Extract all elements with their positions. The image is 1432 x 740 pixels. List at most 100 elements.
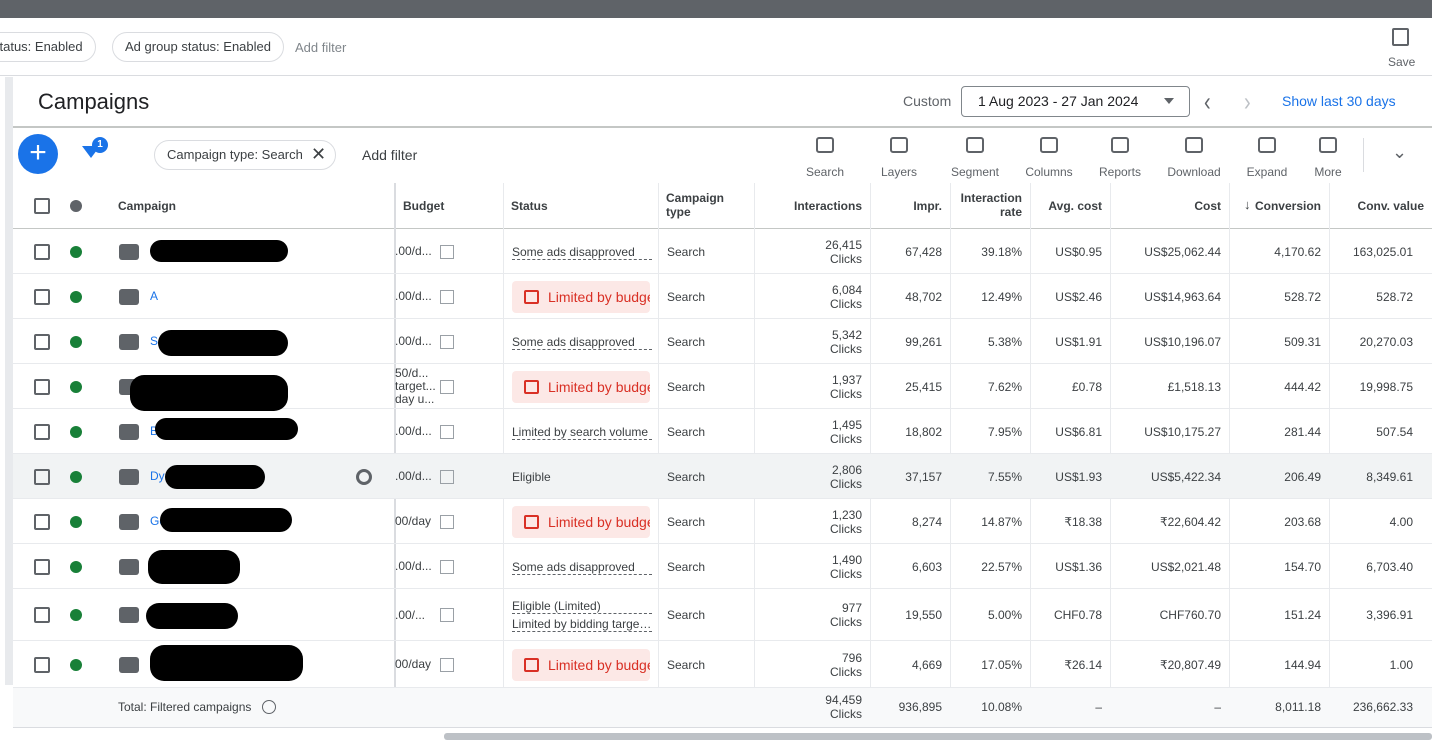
status-badge[interactable]: Limited by budget [512,505,650,538]
checkbox[interactable] [34,288,50,305]
toolbar-button[interactable]: Download [1167,165,1221,179]
checkbox[interactable] [34,656,50,673]
conv-value: 1.00 [1389,657,1413,672]
toolbar-icon[interactable] [1319,137,1337,153]
checkbox[interactable] [34,558,50,575]
toolbar-icon[interactable] [1040,137,1058,153]
type-chip[interactable]: Campaign type: Search [154,140,336,170]
avg-cost: ₹18.38 [1064,514,1102,529]
budget: .00/d... [395,560,432,573]
interactions: 26,415 [825,237,862,252]
campaign-type: Search [667,424,706,439]
status-text[interactable]: Some ads disapproved [512,560,652,575]
toolbar-button[interactable]: Layers [880,165,918,179]
table-row[interactable] [13,274,1432,319]
status-text[interactable]: Eligible (Limited) [512,599,652,614]
status-text[interactable]: Limited by search volume [512,425,652,440]
checkbox[interactable] [34,198,50,214]
dropdown-arrow[interactable] [1164,98,1174,104]
status-badge[interactable]: Limited by budget [512,648,650,681]
column-header[interactable]: Status [511,199,548,213]
chip-close[interactable]: ✕ [311,144,327,164]
column-header[interactable]: Avg. cost [1048,199,1102,213]
checkbox[interactable] [34,243,50,260]
toolbar-icon[interactable] [890,137,908,153]
checkbox[interactable] [34,423,50,440]
filter-chip[interactable]: status: Enabled [0,32,96,62]
checkbox[interactable] [34,468,50,485]
interactions-unit: Clicks [830,296,862,311]
budget: .00/d... [395,470,432,483]
column-header[interactable]: Campaign type [666,191,725,219]
search-icon [119,333,139,350]
total-row [13,688,1432,728]
table-row[interactable] [13,641,1432,688]
rate: 14.87% [981,514,1022,529]
toolbar-icon[interactable] [1258,137,1276,153]
toolbar-button[interactable]: Search [805,165,845,179]
status-text[interactable]: Limited by budget [548,656,650,673]
save-icon[interactable] [1392,28,1409,46]
status-dot [70,470,82,483]
checkbox[interactable] [34,607,50,623]
impr: 19,550 [905,608,942,622]
column-header[interactable]: Interaction rate [960,191,1022,219]
table-row[interactable] [13,319,1432,364]
column-header[interactable]: Interactions [793,199,862,213]
toolbar-icon[interactable] [816,137,834,153]
table-row[interactable] [13,229,1432,274]
h-scrollbar[interactable] [444,733,1432,740]
toolbar-button[interactable]: More [1314,165,1342,179]
toolbar-button[interactable]: Expand [1246,165,1288,179]
checkbox[interactable] [34,378,50,395]
status-text[interactable]: Limited by budget [548,288,650,305]
column-header[interactable]: Cost [1194,199,1221,213]
column-header[interactable]: Conversion [1254,199,1321,213]
save-label[interactable]: Save [1388,55,1416,69]
table-row[interactable] [13,589,1432,641]
campaign-name[interactable]: A [150,288,159,303]
toolbar-icon[interactable] [966,137,984,153]
column-header[interactable]: Budget [403,199,445,213]
toolbar-icon[interactable] [1185,137,1203,153]
impr: 25,415 [905,379,942,394]
filter-badge[interactable]: 1 [92,137,108,153]
avg-cost: CHF0.78 [1053,608,1102,622]
filter-chip[interactable]: Ad group status: Enabled [112,32,284,62]
status-text[interactable]: Limited by budget [548,378,650,395]
date-picker[interactable]: 1 Aug 2023 - 27 Jan 2024 [961,86,1190,117]
status-text[interactable]: Limited by budget [548,513,650,530]
column-header[interactable]: Impr. [913,199,942,213]
show-last[interactable]: Show last 30 days [1282,93,1396,109]
create-button[interactable]: + [18,134,58,174]
rate: 7.55% [987,469,1022,484]
redaction [146,603,238,629]
search-icon [119,288,139,305]
status-text[interactable]: Limited by bidding targe… [512,617,652,632]
interactions-unit: Clicks [830,251,862,266]
total-cost: – [1214,700,1221,714]
status-text[interactable]: Some ads disapproved [512,245,652,260]
status-badge[interactable]: Limited by budget [512,280,650,313]
help-icon[interactable] [262,700,276,714]
collapse-arrow[interactable]: ⌄ [1392,142,1408,162]
table-row[interactable] [13,409,1432,454]
toolbar-button[interactable]: Reports [1098,165,1142,179]
column-header[interactable]: Conv. value [1357,199,1424,213]
prev-arrow[interactable]: ‹ [1204,88,1211,118]
table-row[interactable] [13,544,1432,589]
status-badge[interactable]: Limited by budget [512,370,650,403]
add-filter[interactable]: Add filter [295,40,347,55]
table-row[interactable] [13,364,1432,409]
toolbar-icon[interactable] [1111,137,1129,153]
add-filter[interactable]: Add filter [362,147,418,163]
checkbox[interactable] [34,333,50,350]
campaign-name[interactable]: Dy [150,468,165,483]
table-row[interactable] [13,499,1432,544]
settings-icon[interactable] [356,468,372,485]
checkbox[interactable] [34,513,50,530]
status-text[interactable]: Some ads disapproved [512,335,652,350]
toolbar-button[interactable]: Segment [950,165,1000,179]
column-header[interactable]: Campaign [118,199,177,213]
toolbar-button[interactable]: Columns [1025,165,1073,179]
